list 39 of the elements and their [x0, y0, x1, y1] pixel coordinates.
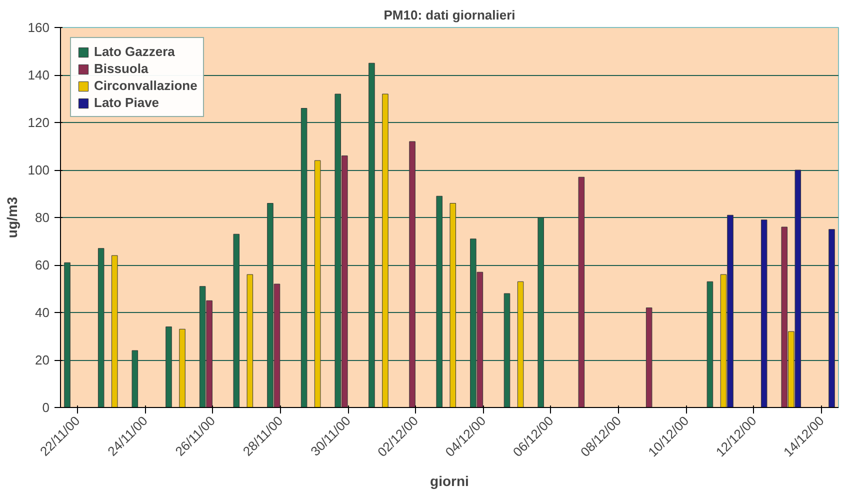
y-tick-label: 120	[28, 115, 50, 130]
bar	[450, 203, 456, 408]
bar	[111, 255, 118, 408]
y-tick-label: 140	[28, 68, 50, 82]
bar	[64, 262, 70, 408]
y-tick-label: 40	[35, 305, 50, 320]
y-tick-label: 0	[42, 400, 50, 415]
bar	[98, 248, 104, 408]
chart-title: PM10: dati giornalieri	[384, 8, 516, 22]
bar	[706, 281, 714, 408]
y-tick-label: 80	[35, 210, 50, 225]
legend-label: Lato Gazzera	[94, 44, 175, 59]
bar	[166, 326, 172, 408]
bar	[132, 350, 138, 408]
y-axis-title: ug/m3	[4, 196, 20, 238]
bar	[300, 108, 308, 408]
y-tick-label: 160	[28, 20, 50, 35]
bar	[828, 229, 835, 408]
bar	[382, 94, 388, 408]
x-axis-title: giorni	[430, 472, 469, 489]
bar	[179, 328, 186, 408]
bar	[504, 293, 510, 408]
bar	[646, 308, 652, 408]
bar	[517, 281, 524, 408]
legend-label: Circonvallazione	[94, 78, 198, 93]
legend-label: Bissuola	[94, 61, 148, 76]
bar	[368, 62, 375, 408]
bar	[538, 217, 544, 408]
bar	[578, 176, 585, 408]
bar	[233, 234, 240, 408]
bar	[436, 196, 442, 408]
y-tick-label: 60	[35, 258, 50, 272]
bar	[760, 220, 768, 408]
bar	[314, 160, 321, 408]
legend-label: Lato Piave	[94, 95, 160, 110]
bar	[409, 141, 416, 408]
y-tick-label: 100	[28, 162, 50, 178]
bar	[246, 274, 254, 408]
y-tick-label: 20	[35, 352, 50, 368]
